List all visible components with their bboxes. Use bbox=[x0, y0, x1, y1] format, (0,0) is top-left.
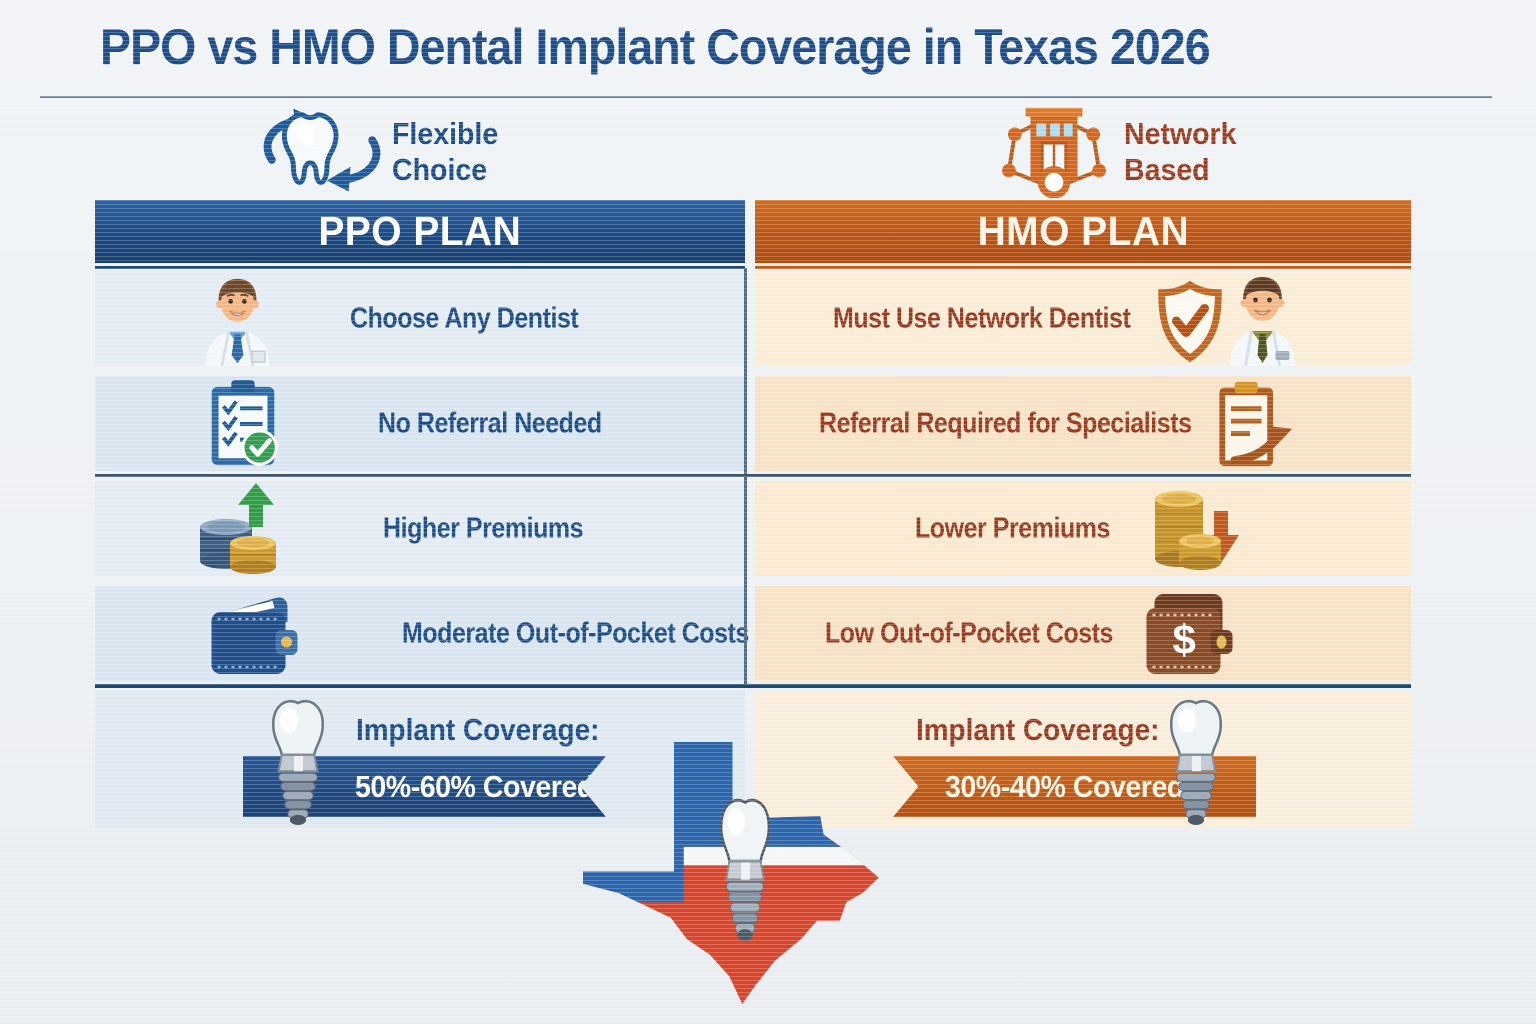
ppo-row-label: Higher Premiums bbox=[383, 512, 584, 544]
dental-implant-icon bbox=[252, 694, 344, 826]
dental-implant-icon bbox=[1150, 694, 1242, 826]
hmo-tagline: Network Based bbox=[1124, 116, 1237, 187]
hmo-row-referral-required: Referral Required for Specialists bbox=[755, 376, 1411, 471]
dentist-avatar-icon bbox=[1215, 271, 1310, 367]
hmo-row-lower-premiums: Lower Premiums bbox=[755, 481, 1411, 576]
tooth-circular-arrows-icon bbox=[258, 100, 386, 200]
shield-check-icon bbox=[1153, 280, 1227, 363]
wallet-dollar-icon: $ bbox=[1135, 590, 1237, 676]
wallet-icon bbox=[201, 592, 301, 676]
hmo-coverage-label: Implant Coverage: bbox=[916, 712, 1160, 747]
hmo-plan-header-label: HMO PLAN bbox=[977, 208, 1189, 254]
mid-separator-line bbox=[95, 474, 1411, 477]
ppo-row-moderate-costs: Moderate Out-of-Pocket Costs bbox=[95, 586, 749, 681]
dental-implant-icon bbox=[701, 792, 789, 942]
page-title: PPO vs HMO Dental Implant Coverage in Te… bbox=[100, 19, 1211, 75]
hmo-row-label: Lower Premiums bbox=[915, 512, 1110, 544]
ppo-row-label: No Referral Needed bbox=[378, 407, 602, 439]
dentist-avatar-icon bbox=[190, 273, 285, 367]
coins-up-arrow-icon bbox=[193, 483, 295, 575]
ppo-row-no-referral: No Referral Needed bbox=[95, 376, 745, 471]
ppo-plan-header-bar: PPO PLAN bbox=[95, 200, 745, 263]
svg-text:$: $ bbox=[1173, 616, 1196, 663]
ppo-row-choose-any-dentist: Choose Any Dentist bbox=[95, 271, 745, 367]
ppo-plan-header-label: PPO PLAN bbox=[318, 208, 522, 254]
bottom-separator-line bbox=[95, 684, 1411, 688]
hmo-row-label: Referral Required for Specialists bbox=[819, 407, 1192, 439]
clipboard-arrow-icon bbox=[1205, 380, 1297, 468]
hmo-plan-header-bar: HMO PLAN bbox=[755, 200, 1411, 263]
title-underline bbox=[40, 96, 1492, 98]
clipboard-checklist-icon bbox=[198, 379, 288, 469]
texas-map-graphic bbox=[583, 742, 908, 1004]
ppo-coverage-value: 50%-60% Covered bbox=[355, 769, 594, 804]
hmo-row-network-dentist: Must Use Network Dentist bbox=[755, 271, 1411, 367]
hmo-row-label: Low Out-of-Pocket Costs bbox=[825, 617, 1114, 649]
ppo-row-label: Choose Any Dentist bbox=[350, 302, 579, 334]
coins-down-arrow-icon bbox=[1140, 483, 1246, 575]
hmo-coverage-value: 30%-40% Covered bbox=[945, 769, 1184, 804]
hmo-row-low-costs: Low Out-of-Pocket Costs $ bbox=[755, 586, 1411, 681]
ppo-row-label: Moderate Out-of-Pocket Costs bbox=[402, 617, 749, 649]
ppo-tagline: Flexible Choice bbox=[392, 116, 499, 187]
texas-map-icon bbox=[583, 742, 879, 1004]
ppo-row-higher-premiums: Higher Premiums bbox=[95, 481, 745, 576]
building-network-icon bbox=[995, 100, 1113, 199]
hmo-row-label: Must Use Network Dentist bbox=[833, 302, 1131, 334]
ppo-coverage-label: Implant Coverage: bbox=[356, 712, 600, 747]
